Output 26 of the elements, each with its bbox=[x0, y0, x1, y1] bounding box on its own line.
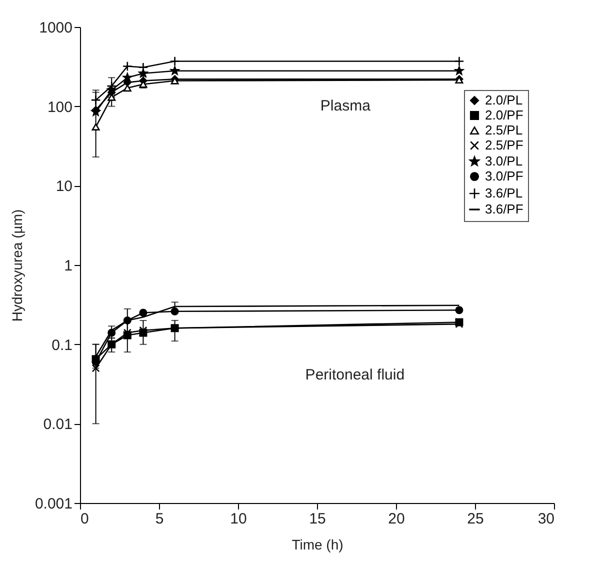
y-tick-label: 0.001 bbox=[34, 496, 72, 512]
legend-label: 3.6/PL bbox=[485, 186, 523, 200]
legend-label: 2.0/PL bbox=[485, 92, 523, 108]
y-tick-label: 0.1 bbox=[52, 336, 72, 354]
y-tick-label: 0.01 bbox=[43, 416, 72, 434]
legend-label: 2.5/PL bbox=[485, 122, 523, 138]
y-tick-label: 1000 bbox=[39, 20, 72, 36]
legend-label: 2.0/PF bbox=[485, 108, 524, 122]
annotation: Plasma bbox=[320, 98, 372, 115]
x-tick-label: 10 bbox=[230, 510, 247, 528]
y-tick-label: 100 bbox=[47, 98, 72, 116]
x-tick-label: 20 bbox=[388, 510, 405, 528]
legend-label: 3.6/PF bbox=[485, 202, 524, 216]
annotation: Peritoneal fluid bbox=[305, 366, 405, 384]
x-tick-label: 5 bbox=[155, 510, 164, 528]
x-tick-label: 15 bbox=[309, 510, 326, 528]
y-axis-title: Hydroxyurea (µm) bbox=[8, 209, 25, 322]
x-tick-label: 30 bbox=[538, 510, 554, 528]
legend-label: 3.0/PF bbox=[485, 168, 524, 184]
x-tick-label: 25 bbox=[467, 510, 484, 528]
x-axis-title: Time (h) bbox=[292, 536, 344, 552]
legend-label: 3.0/PL bbox=[485, 154, 523, 168]
x-tick-label: 0 bbox=[80, 510, 89, 528]
legend-label: 2.5/PF bbox=[485, 138, 524, 152]
y-tick-label: 1 bbox=[64, 258, 72, 274]
y-tick-label: 10 bbox=[56, 178, 72, 196]
